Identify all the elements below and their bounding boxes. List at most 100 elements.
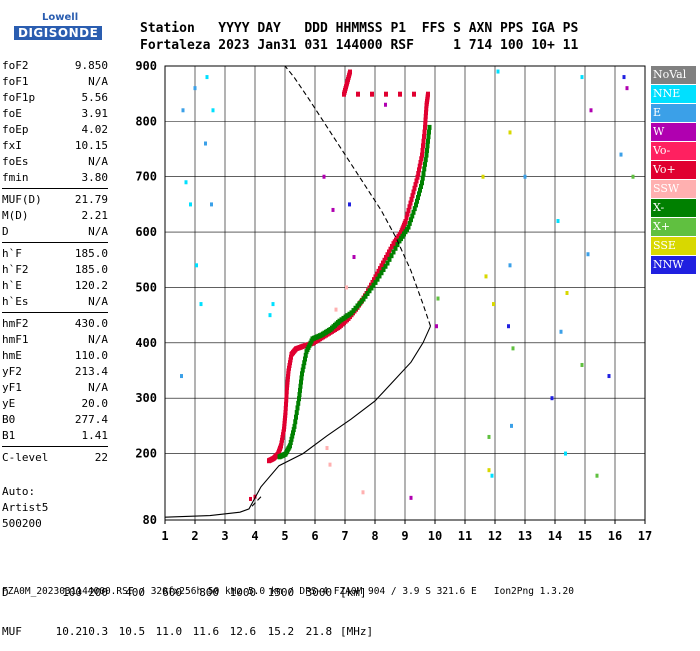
echo-point [481,174,485,179]
param-name: MUF(D) [2,193,42,206]
echo-point [300,367,305,373]
echo-point [407,204,412,210]
echo-point [283,405,288,411]
echo-point [298,387,302,393]
footer-cell: 21.8 [305,625,333,638]
echo-point [348,69,352,75]
echo-point [387,249,391,255]
x-tick-label: 17 [638,529,652,543]
echo-point [398,91,402,97]
chart-marks [180,69,635,501]
echo-point [293,419,298,425]
echo-point [422,129,427,135]
chart-grid [164,65,646,524]
x-tick-label: 10 [428,529,442,543]
echo-point [282,423,287,429]
logo-line1: Lowell [42,12,79,23]
param-value: 185.0 [74,247,108,260]
echo-point [287,362,292,368]
param-value: 9.850 [74,59,108,72]
echo-point [420,175,425,181]
echo-point [296,400,301,406]
echo-point [205,75,209,80]
legend-entry: NNE [651,85,696,103]
echo-point [189,202,192,207]
echo-point [404,215,409,221]
echo-point [412,206,417,212]
param-row: foF2 9.850 [2,58,108,74]
station-header: Station YYYY DAY DDD HHMMSS P1 FFS S AXN… [140,20,578,54]
y-tick-label: 400 [135,336,157,350]
echo-point [289,354,293,360]
param-value: N/A [88,75,108,88]
x-tick-label: 12 [488,529,502,543]
param-name: yE [2,397,16,410]
param-row: fxI 10.15 [2,138,108,154]
param-value: 430.0 [74,317,108,330]
echo-point [387,256,392,262]
echo-point [424,106,429,112]
echo-point [369,282,373,288]
echo-point [180,374,183,379]
echo-point [631,174,635,179]
param-value: 2.21 [81,209,109,222]
footer-cell: 400 [125,586,146,599]
echo-point [288,360,292,366]
echo-point [385,252,390,258]
echo-point [406,207,411,213]
y-tick-label: 300 [135,391,157,405]
echo-point [286,371,291,377]
param-row: foE 3.91 [2,106,108,122]
echo-point [422,166,427,172]
echo-point [405,211,410,217]
param-value: N/A [88,295,108,308]
echo-point [487,468,491,473]
param-row: foEp 4.02 [2,122,108,138]
param-row: h`F2 185.0 [2,262,108,278]
echo-point [423,124,427,130]
x-tick-label: 7 [341,529,348,543]
echo-point [328,462,332,467]
x-tick-label: 15 [578,529,592,543]
muf-row: MUF 10.2 10.3 10.5 11.0 11.6 12.6 15.2 21.8 [MHz] [2,625,373,638]
legend-entry: NoVal [651,66,696,84]
echo-point [426,138,430,144]
echo-point [423,121,428,127]
footer-cell: 600 [162,586,183,599]
echo-point [365,291,370,296]
echo-point [427,129,431,135]
param-value: N/A [88,155,108,168]
echo-point [417,163,422,169]
echo-point [384,102,387,107]
echo-point [550,396,554,401]
echo-point [421,138,426,144]
echo-point [414,178,419,184]
footer-unit: [km] [340,586,367,599]
echo-point [424,110,428,116]
param-row: B1 1.41 [2,428,108,444]
echo-point [289,436,294,442]
param-separator [2,242,108,243]
echo-point [301,363,306,369]
echo-point [334,307,338,312]
echo-point [279,443,283,449]
echo-point [419,183,423,189]
echo-point [282,426,286,432]
echo-point [484,274,488,279]
echo-point [425,147,429,153]
param-row: hmE 110.0 [2,348,108,364]
echo-point [508,130,512,135]
y-tick-label: 80 [143,513,157,527]
echo-point [420,180,424,186]
param-value: N/A [88,381,108,394]
param-name: yF2 [2,365,22,378]
x-tick-label: 11 [458,529,472,543]
param-row: h`F 185.0 [2,246,108,262]
echo-point [619,152,623,157]
legend-entry: SSW [651,180,696,198]
echo-point [291,427,296,433]
param-value: 20.0 [81,397,109,410]
param-name: D [2,225,9,238]
param-name: C-level [2,451,49,464]
echo-point [281,429,286,435]
